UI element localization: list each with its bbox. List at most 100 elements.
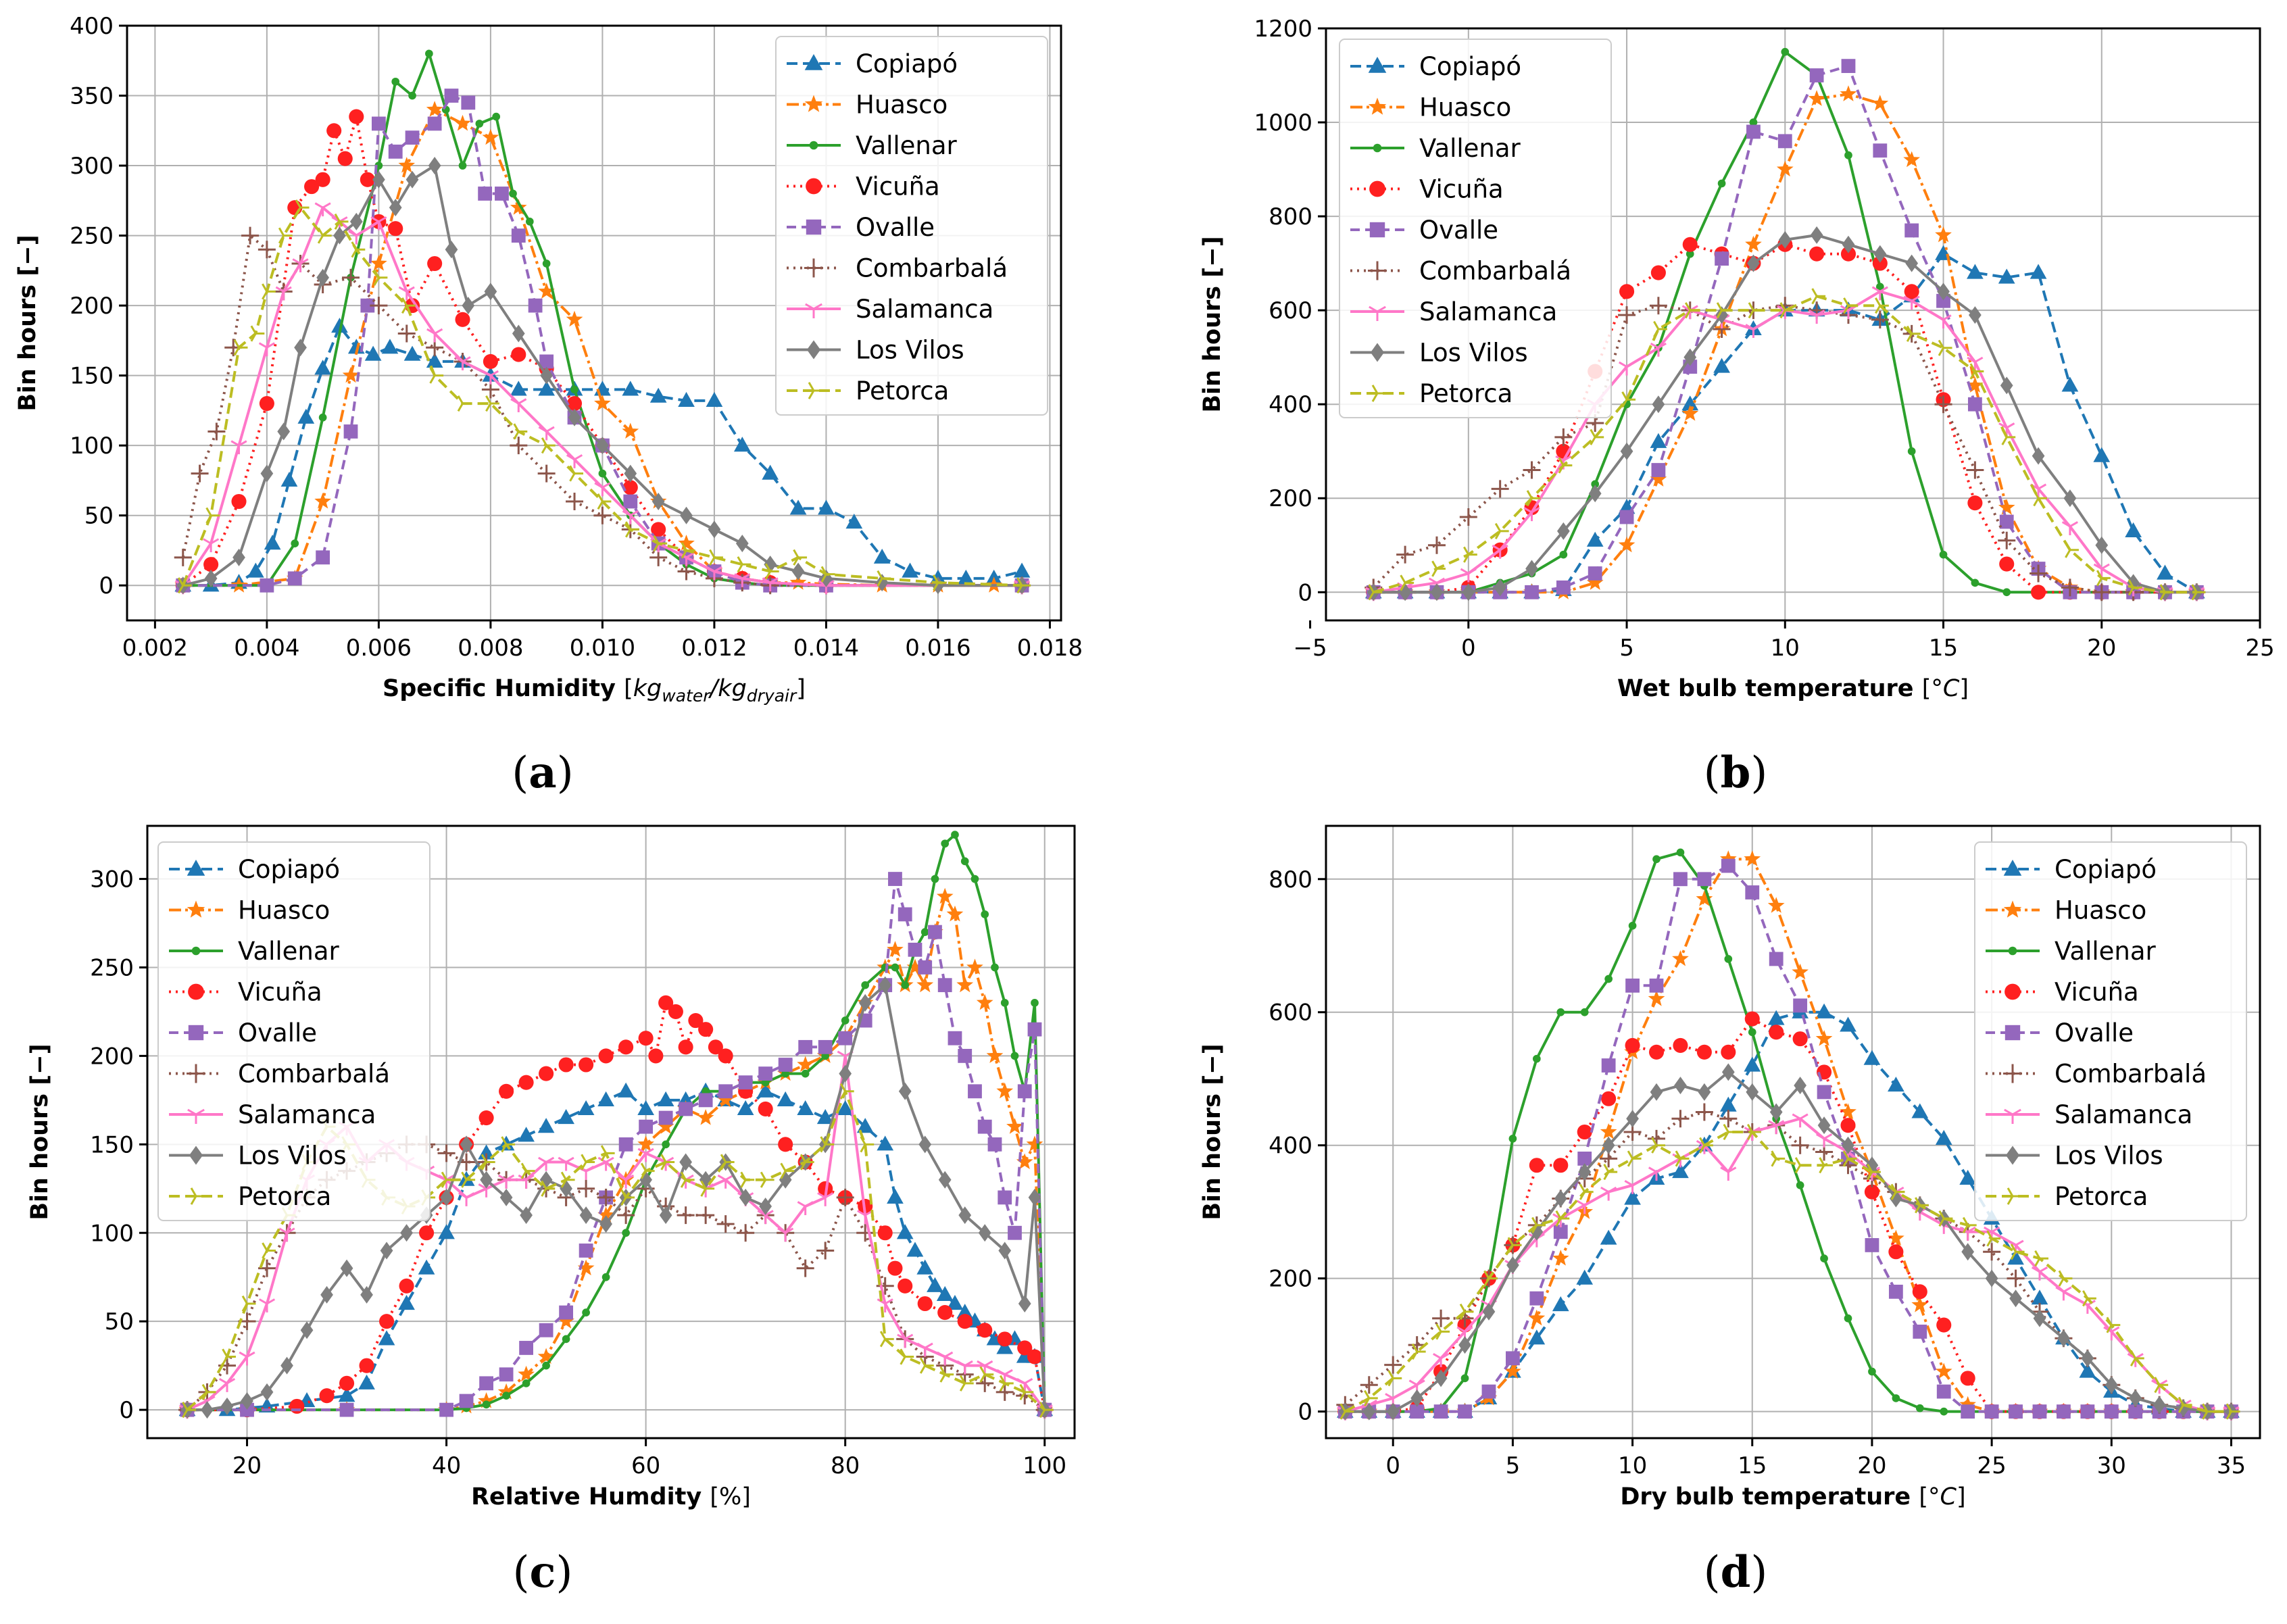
data-point xyxy=(637,1100,654,1116)
data-point xyxy=(510,437,528,455)
data-point xyxy=(618,1174,635,1189)
data-point xyxy=(1815,1003,1833,1018)
data-point xyxy=(373,269,388,286)
data-point xyxy=(1867,1164,1881,1181)
data-point xyxy=(791,562,805,581)
data-point xyxy=(1794,1077,1806,1095)
data-point xyxy=(241,1295,256,1312)
data-point xyxy=(1386,1402,1400,1421)
y-tick-label: 0 xyxy=(1298,579,1312,606)
data-point xyxy=(2225,1403,2240,1420)
data-point xyxy=(2103,1326,2120,1341)
data-point xyxy=(479,1376,493,1391)
data-point xyxy=(1686,249,1694,258)
data-point xyxy=(657,1118,674,1134)
data-point xyxy=(418,1259,435,1275)
data-point xyxy=(218,1378,236,1392)
data-point xyxy=(991,963,999,972)
legend: Copiapó Huasco Vallenar Vicuña Ovalle Combarb… xyxy=(157,841,431,1221)
data-point xyxy=(918,1135,932,1154)
legend-marker xyxy=(806,178,822,195)
data-point xyxy=(760,1171,774,1188)
data-point xyxy=(1430,583,1444,601)
data-point xyxy=(801,1069,810,1078)
y-tick-label: 150 xyxy=(90,1131,134,1158)
data-point xyxy=(275,286,292,301)
data-point xyxy=(1673,872,1688,887)
data-point xyxy=(797,1056,814,1072)
data-point xyxy=(1745,885,1760,900)
data-point xyxy=(461,95,476,110)
legend-marker xyxy=(809,141,818,150)
data-point xyxy=(800,1154,814,1171)
data-point xyxy=(968,1084,982,1099)
data-point xyxy=(1648,990,1665,1006)
data-point xyxy=(999,1375,1014,1392)
data-point xyxy=(542,260,551,268)
data-point xyxy=(349,212,363,230)
data-point xyxy=(678,1039,693,1055)
panel-letter: (d) xyxy=(1704,1547,1768,1598)
data-point xyxy=(318,413,327,422)
x-axis-label: Wet bulb temperature [°C] xyxy=(1617,675,1969,702)
data-point xyxy=(597,1188,615,1206)
data-point xyxy=(856,1118,874,1133)
data-point xyxy=(1576,1200,1593,1214)
data-point xyxy=(1553,1225,1568,1239)
data-point xyxy=(459,1394,474,1408)
data-point xyxy=(958,1049,973,1063)
panel-letter: (b) xyxy=(1704,747,1768,798)
data-point xyxy=(1603,1164,1618,1181)
data-point xyxy=(1481,1384,1496,1399)
data-point xyxy=(1748,1028,1756,1037)
plot-frame xyxy=(126,24,1062,622)
data-point xyxy=(818,1039,833,1054)
data-point xyxy=(258,1259,276,1277)
data-point xyxy=(877,1135,894,1151)
data-point xyxy=(2106,1317,2121,1333)
data-point xyxy=(838,1031,853,1045)
data-point xyxy=(300,1321,314,1339)
plot-frame xyxy=(1325,27,2261,622)
data-point xyxy=(2178,1396,2192,1413)
data-point xyxy=(1873,245,1887,263)
x-tick-label: 25 xyxy=(2245,635,2274,662)
data-point xyxy=(569,465,584,482)
legend-marker xyxy=(1368,261,1387,280)
data-point xyxy=(264,535,281,550)
x-tick-label: 5 xyxy=(1619,635,1634,662)
legend-label: Copiapó xyxy=(856,49,958,78)
data-point xyxy=(241,1392,253,1410)
data-point xyxy=(1959,1226,1976,1241)
x-tick-label: 0 xyxy=(1385,1452,1400,1479)
data-point xyxy=(260,464,274,483)
data-point xyxy=(860,1136,875,1153)
legend-label: Combarbalá xyxy=(238,1060,390,1089)
data-point xyxy=(1000,998,1009,1007)
y-tick-label: 400 xyxy=(1269,391,1312,418)
data-point xyxy=(334,213,349,230)
data-point xyxy=(1400,574,1415,591)
data-point xyxy=(405,170,419,189)
data-point xyxy=(624,464,637,483)
data-point xyxy=(525,218,534,226)
data-point xyxy=(537,464,556,483)
data-point xyxy=(1558,457,1573,474)
data-point xyxy=(579,1057,594,1073)
data-point xyxy=(1792,963,1809,980)
data-point xyxy=(511,228,526,243)
data-point xyxy=(816,1109,834,1125)
data-point xyxy=(1767,897,1785,913)
data-point xyxy=(1432,1309,1450,1327)
data-point xyxy=(1717,179,1726,188)
data-point xyxy=(1938,339,1952,356)
legend-marker xyxy=(2003,860,2022,876)
legend-marker xyxy=(189,1146,203,1165)
data-point xyxy=(1482,1302,1496,1321)
data-point xyxy=(1967,495,1983,511)
data-point xyxy=(717,1091,734,1108)
data-point xyxy=(441,1171,456,1188)
legend-marker xyxy=(1369,305,1386,321)
data-point xyxy=(622,422,639,439)
data-point xyxy=(501,1136,516,1153)
